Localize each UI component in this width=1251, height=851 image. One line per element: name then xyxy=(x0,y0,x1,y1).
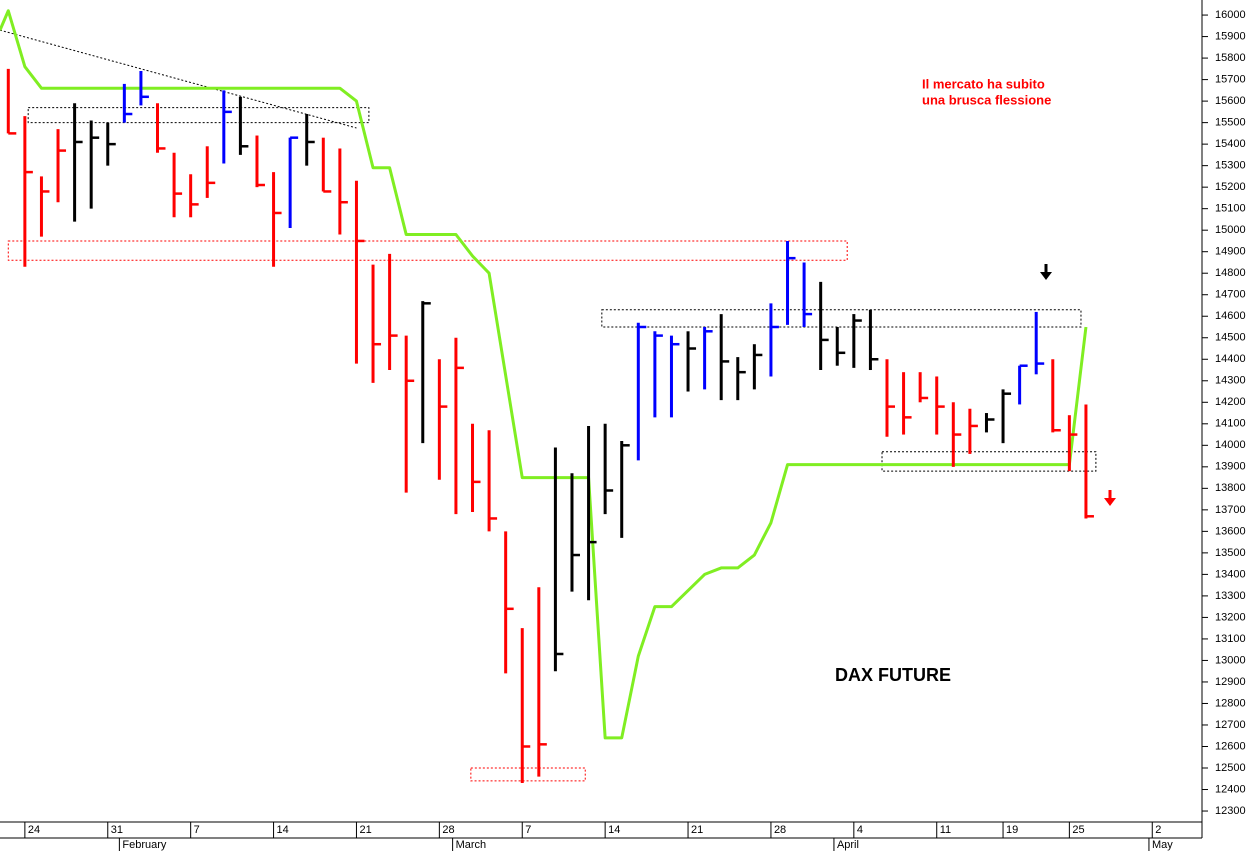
zone xyxy=(881,451,1097,472)
month-label: April xyxy=(837,839,859,851)
y-tick-label: 12300 xyxy=(1215,805,1246,817)
y-tick-label: 14200 xyxy=(1215,396,1246,408)
y-tick-label: 12700 xyxy=(1215,719,1246,731)
zone xyxy=(7,240,848,261)
x-tick-label: 2 xyxy=(1155,824,1161,836)
y-tick-label: 16000 xyxy=(1215,9,1246,21)
y-tick-label: 13900 xyxy=(1215,461,1246,473)
y-tick-label: 15100 xyxy=(1215,203,1246,215)
y-tick-label: 13300 xyxy=(1215,590,1246,602)
y-tick-label: 15900 xyxy=(1215,30,1246,42)
y-tick-label: 12600 xyxy=(1215,740,1246,752)
y-tick-label: 14900 xyxy=(1215,246,1246,258)
y-tick-label: 12500 xyxy=(1215,762,1246,774)
x-tick-label: 7 xyxy=(194,824,200,836)
x-tick-label: 24 xyxy=(28,824,40,836)
annotation: una brusca flessione xyxy=(922,92,1051,107)
y-tick-label: 12800 xyxy=(1215,697,1246,709)
x-tick-label: 7 xyxy=(525,824,531,836)
down-arrow xyxy=(1040,264,1052,280)
x-tick-label: 11 xyxy=(940,824,951,836)
y-tick-label: 15800 xyxy=(1215,52,1246,64)
x-tick-label: 4 xyxy=(857,824,863,836)
month-label: May xyxy=(1152,839,1173,851)
y-tick-label: 15400 xyxy=(1215,138,1246,150)
zone xyxy=(470,767,586,782)
zone xyxy=(27,107,370,124)
x-tick-label: 21 xyxy=(359,824,371,836)
y-tick-label: 12400 xyxy=(1215,783,1246,795)
month-label: March xyxy=(456,839,487,851)
y-tick-label: 14600 xyxy=(1215,310,1246,322)
annotation: Il mercato ha subito xyxy=(922,76,1045,91)
x-tick-label: 14 xyxy=(277,824,289,836)
x-tick-label: 31 xyxy=(111,824,123,836)
zone xyxy=(601,309,1082,328)
x-tick-label: 28 xyxy=(774,824,786,836)
y-tick-label: 12900 xyxy=(1215,676,1246,688)
down-arrow xyxy=(1104,490,1116,506)
y-tick-label: 13100 xyxy=(1215,633,1246,645)
y-tick-label: 15700 xyxy=(1215,74,1246,86)
y-tick-label: 13400 xyxy=(1215,568,1246,580)
month-label: February xyxy=(122,839,167,851)
x-tick-label: 14 xyxy=(608,824,620,836)
trendline xyxy=(0,29,357,129)
y-tick-label: 14500 xyxy=(1215,332,1246,344)
y-tick-label: 13000 xyxy=(1215,654,1246,666)
y-tick-label: 14100 xyxy=(1215,418,1246,430)
y-tick-label: 13500 xyxy=(1215,547,1246,559)
y-tick-label: 13600 xyxy=(1215,525,1246,537)
y-tick-label: 15600 xyxy=(1215,95,1246,107)
chart-title: DAX FUTURE xyxy=(835,665,951,685)
x-tick-label: 28 xyxy=(442,824,454,836)
y-tick-label: 15200 xyxy=(1215,181,1246,193)
y-tick-label: 14400 xyxy=(1215,353,1246,365)
y-tick-label: 14800 xyxy=(1215,267,1246,279)
x-tick-label: 19 xyxy=(1006,824,1018,836)
y-tick-label: 13700 xyxy=(1215,504,1246,516)
y-tick-label: 15500 xyxy=(1215,117,1246,129)
y-tick-label: 15000 xyxy=(1215,224,1246,236)
x-tick-label: 21 xyxy=(691,824,703,836)
y-tick-label: 13800 xyxy=(1215,482,1246,494)
x-tick-label: 25 xyxy=(1072,824,1084,836)
y-tick-label: 14700 xyxy=(1215,289,1246,301)
y-tick-label: 15300 xyxy=(1215,160,1246,172)
y-tick-label: 14000 xyxy=(1215,439,1246,451)
y-tick-label: 13200 xyxy=(1215,611,1246,623)
y-tick-label: 14300 xyxy=(1215,375,1246,387)
